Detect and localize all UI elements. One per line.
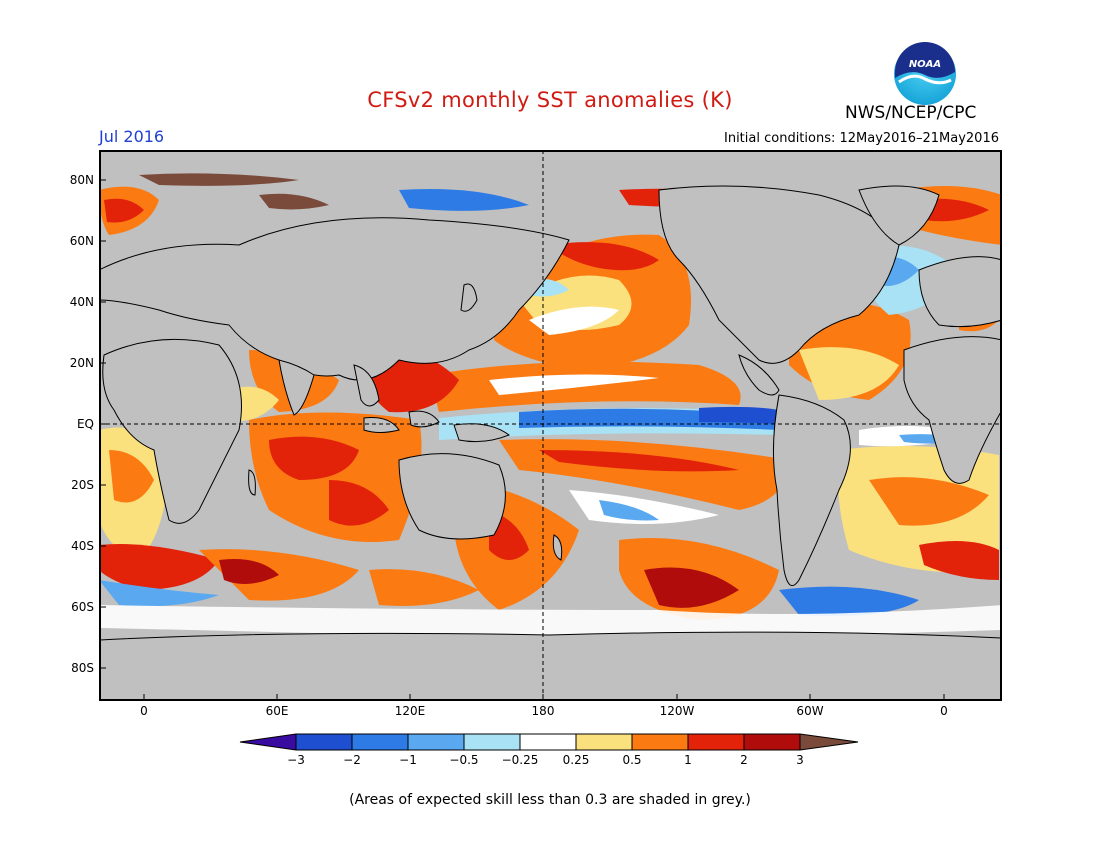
greenland (858, 185, 940, 246)
africa-east-wrap (903, 336, 1001, 484)
india (278, 359, 315, 416)
eurasia (100, 217, 570, 381)
colorbar-tick: −0.25 (501, 753, 539, 767)
lon-label-120e: 120E (394, 704, 426, 718)
indochina (353, 364, 380, 407)
lon-label-0-east: 0 (940, 704, 948, 718)
logo-text: NOAA (909, 59, 941, 70)
colorbar-cell (352, 734, 408, 750)
colorbar-cell (688, 734, 744, 750)
lon-label-120w: 120W (659, 704, 695, 718)
lon-label-180: 180 (531, 704, 555, 718)
colorbar-cell (464, 734, 520, 750)
south-america (772, 394, 851, 587)
colorbar-cell (408, 734, 464, 750)
sumatra (363, 417, 400, 433)
colorbar-tick: 0.5 (622, 753, 642, 767)
colorbar-arrow-high (800, 734, 858, 750)
noaa-logo-icon: NOAA (894, 42, 956, 105)
borneo (408, 410, 440, 428)
colorbar-tick: −2 (343, 753, 361, 767)
colorbar-tick: 1 (684, 753, 692, 767)
lat-label-80s: 80S (71, 661, 94, 675)
colorbar-tick: −1 (399, 753, 417, 767)
lon-label-60e: 60E (265, 704, 289, 718)
lon-label-0: 0 (140, 704, 148, 718)
europe-east-wrap (918, 256, 1001, 328)
landmasses (100, 185, 1001, 700)
new-zealand (552, 534, 563, 561)
initial-conditions: Initial conditions: 12May2016–21May2016 (724, 131, 999, 146)
lon-label-60w: 60W (796, 704, 824, 718)
anomaly-patches (100, 173, 1001, 637)
forecast-month: Jul 2016 (99, 127, 165, 146)
map-title: CFSv2 monthly SST anomalies (K) (367, 88, 733, 112)
central-america (738, 354, 780, 396)
lat-label-20s: 20S (71, 478, 94, 492)
colorbar (239, 733, 859, 751)
lat-label-40n: 40N (69, 295, 94, 309)
antarctica (100, 631, 1001, 700)
colorbar-tick: −3 (287, 753, 305, 767)
colorbar-tick: 0.25 (562, 753, 590, 767)
axis-ticks (100, 179, 945, 700)
colorbar-arrow-low (240, 734, 296, 750)
colorbar-cell (744, 734, 800, 750)
skill-footnote: (Areas of expected skill less than 0.3 a… (349, 792, 751, 808)
agency-label: NWS/NCEP/CPC (845, 103, 977, 123)
lat-label-60n: 60N (69, 234, 94, 248)
north-america (658, 185, 900, 364)
madagascar (248, 469, 256, 496)
new-guinea (453, 423, 511, 443)
sst-anomaly-map (99, 150, 1002, 701)
colorbar-dividers (295, 734, 801, 750)
colorbar-tick: 3 (796, 753, 804, 767)
lat-label-eq: EQ (76, 417, 94, 431)
colorbar-cell (632, 734, 688, 750)
lat-label-20n: 20N (69, 356, 94, 370)
colorbar-tick: 2 (740, 753, 748, 767)
lat-label-40s: 40S (71, 539, 94, 553)
colorbar-cell (296, 734, 352, 750)
japan (460, 283, 478, 312)
lat-label-60s: 60S (71, 600, 94, 614)
colorbar-tick: −0.5 (449, 753, 479, 767)
map-border (99, 150, 1002, 701)
lat-label-80n: 80N (69, 173, 94, 187)
colorbar-cell (576, 734, 632, 750)
colorbar-cell (520, 734, 576, 750)
australia (398, 453, 506, 540)
